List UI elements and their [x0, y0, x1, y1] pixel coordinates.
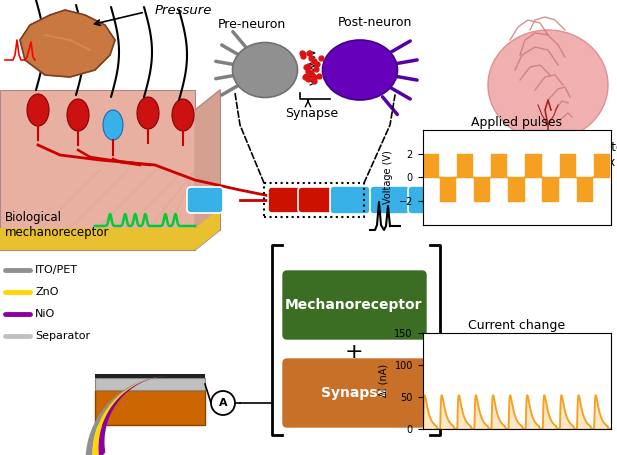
Text: Synapse: Synapse — [321, 386, 387, 400]
FancyBboxPatch shape — [520, 187, 556, 213]
FancyBboxPatch shape — [268, 187, 302, 213]
Ellipse shape — [323, 40, 397, 100]
Text: Biological
mechanoreceptor: Biological mechanoreceptor — [5, 211, 109, 239]
Bar — [0, 90, 195, 250]
Ellipse shape — [233, 42, 297, 97]
Bar — [95, 390, 205, 425]
Circle shape — [211, 391, 235, 415]
Polygon shape — [195, 90, 220, 250]
Bar — [0, 228, 195, 250]
FancyBboxPatch shape — [408, 186, 448, 214]
Text: Somatosensory
cortex: Somatosensory cortex — [578, 141, 617, 169]
Ellipse shape — [172, 99, 194, 131]
Text: Synapse: Synapse — [286, 107, 339, 120]
Title: Applied pulses: Applied pulses — [471, 116, 562, 128]
Polygon shape — [20, 10, 115, 77]
Text: Post-neuron: Post-neuron — [338, 16, 412, 30]
Text: ITO/PET: ITO/PET — [35, 265, 78, 275]
Polygon shape — [93, 376, 170, 455]
Text: Pressure: Pressure — [155, 4, 212, 16]
Title: Current change: Current change — [468, 319, 565, 332]
Ellipse shape — [67, 99, 89, 131]
Text: ZnO: ZnO — [35, 287, 59, 297]
Ellipse shape — [137, 97, 159, 129]
FancyBboxPatch shape — [283, 359, 426, 427]
Text: A: A — [218, 398, 227, 408]
Text: Pre-neuron: Pre-neuron — [218, 19, 286, 31]
Text: Separator: Separator — [35, 331, 90, 341]
Text: +: + — [345, 342, 363, 362]
Polygon shape — [86, 376, 170, 455]
FancyBboxPatch shape — [370, 186, 410, 214]
FancyBboxPatch shape — [484, 186, 524, 214]
Y-axis label: ΔI (nA): ΔI (nA) — [379, 364, 389, 397]
FancyBboxPatch shape — [298, 187, 332, 213]
Polygon shape — [195, 208, 220, 250]
FancyBboxPatch shape — [187, 187, 223, 213]
Bar — [95, 378, 205, 390]
Ellipse shape — [488, 30, 608, 140]
FancyBboxPatch shape — [330, 186, 370, 214]
Text: Mechanoreceptor: Mechanoreceptor — [285, 298, 423, 312]
Bar — [264, 183, 364, 217]
Text: NiO: NiO — [35, 309, 56, 319]
Ellipse shape — [27, 94, 49, 126]
Y-axis label: Voltage (V): Voltage (V) — [383, 151, 393, 204]
Polygon shape — [99, 376, 170, 455]
FancyBboxPatch shape — [283, 271, 426, 339]
Bar — [95, 374, 205, 378]
Ellipse shape — [103, 110, 123, 140]
FancyBboxPatch shape — [446, 186, 486, 214]
